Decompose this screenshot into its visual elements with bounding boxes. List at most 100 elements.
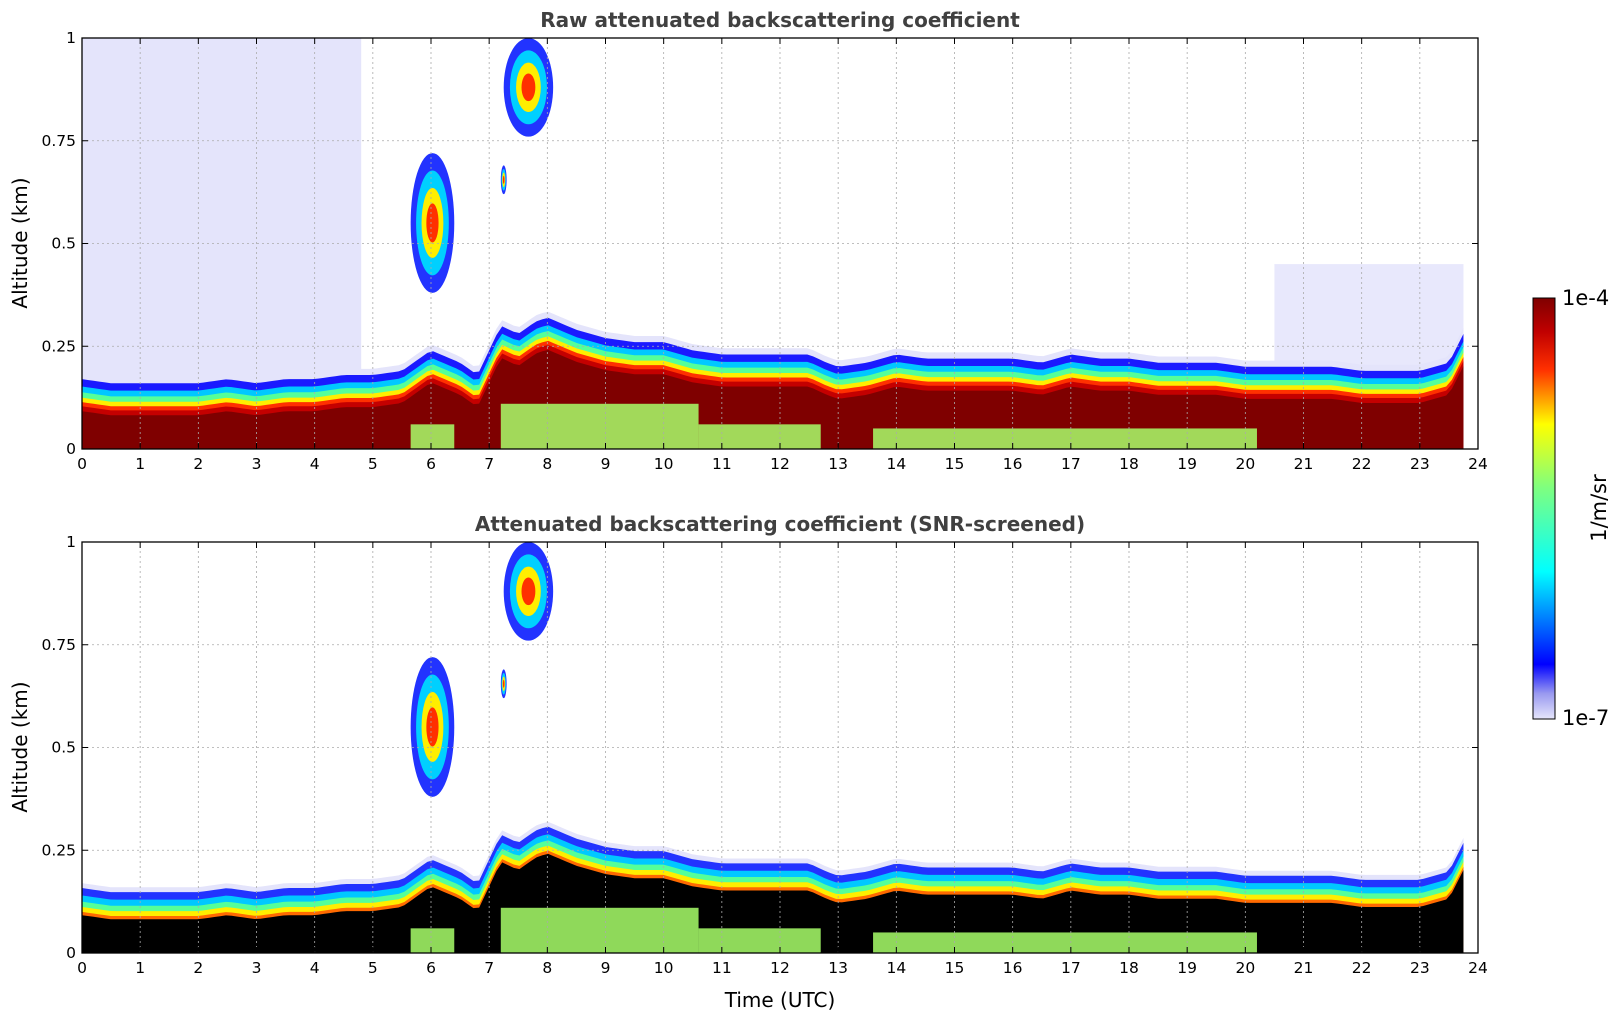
y-tick-label: 0.25	[41, 337, 76, 355]
x-tick-label: 20	[1235, 959, 1255, 977]
y-tick-label: 0.75	[41, 636, 76, 654]
x-tick-label: 3	[252, 959, 262, 977]
panel-raw-ticks: 0 1 2 3 4 5 6 7 8 9 10 11 12 13 14 15 16 17 18 19 20 21 22 23 24…	[41, 29, 1487, 473]
x-tick-label: 9	[601, 455, 611, 473]
cloud-feature-0-layer-3	[426, 203, 439, 243]
x-tick-label: 8	[542, 455, 552, 473]
panel-raw-heatmap	[82, 38, 1464, 449]
colorbar-max-label: 1e-4	[1562, 286, 1609, 310]
y-tick-label: 1	[66, 29, 76, 47]
y-tick-label: 0.5	[51, 235, 76, 253]
panel-screened-grid	[82, 542, 1478, 953]
panel-screened-y-label: Altitude (km)	[8, 681, 32, 812]
x-tick-label: 16	[1003, 959, 1023, 977]
cloud-feature-2	[503, 38, 554, 137]
x-tick-label: 18	[1119, 455, 1139, 473]
x-tick-label: 19	[1177, 959, 1197, 977]
x-tick-label: 12	[770, 455, 790, 473]
x-tick-label: 1	[135, 959, 145, 977]
y-tick-label: 1	[66, 533, 76, 551]
panel-raw: Raw attenuated backscattering coefficien…	[8, 8, 1488, 473]
colorbar: 1e-4 1e-7 1/m/sr	[1532, 286, 1611, 730]
surface-signal-1	[500, 907, 699, 953]
x-tick-label: 10	[654, 455, 674, 473]
x-tick-label: 6	[426, 455, 436, 473]
x-tick-label: 16	[1003, 455, 1023, 473]
x-tick-label: 24	[1468, 455, 1488, 473]
x-tick-label: 3	[252, 455, 262, 473]
x-tick-label: 13	[828, 959, 848, 977]
x-tick-label: 22	[1352, 455, 1372, 473]
cloud-feature-2-layer-3	[521, 577, 536, 606]
y-tick-label: 0.75	[41, 132, 76, 150]
panel-screened-heatmap	[82, 542, 1464, 953]
panel-raw-y-label: Altitude (km)	[8, 177, 32, 308]
surface-signal-1	[500, 403, 699, 449]
x-tick-label: 20	[1235, 455, 1255, 473]
panel-raw-title: Raw attenuated backscattering coefficien…	[540, 8, 1020, 32]
backscatter-band-6	[82, 853, 1464, 953]
colorbar-min-label: 1e-7	[1562, 706, 1609, 730]
x-tick-label: 6	[426, 959, 436, 977]
surface-signal-0	[410, 424, 455, 449]
x-tick-label: 12	[770, 959, 790, 977]
surface-signal-2	[698, 928, 821, 953]
surface-signal-3	[873, 428, 1257, 449]
x-tick-label: 10	[654, 959, 674, 977]
cloud-feature-2-layer-3	[521, 73, 536, 102]
cloud-feature-1	[500, 669, 507, 699]
x-tick-label: 23	[1410, 959, 1430, 977]
panel-screened-title: Attenuated backscattering coefficient (S…	[475, 512, 1085, 536]
x-tick-label: 4	[310, 455, 320, 473]
colorbar-unit-label: 1/m/sr	[1587, 474, 1611, 542]
x-tick-label: 15	[945, 455, 965, 473]
colorbar-gradient	[1532, 297, 1556, 720]
y-tick-label: 0	[66, 944, 76, 962]
surface-signal-3	[873, 932, 1257, 953]
cloud-feature-0	[410, 657, 455, 797]
x-tick-label: 13	[828, 455, 848, 473]
panel-screened: Attenuated backscattering coefficient (S…	[8, 512, 1488, 1012]
cloud-feature-0	[410, 153, 455, 293]
surface-signal-0	[410, 928, 455, 953]
x-tick-label: 21	[1294, 959, 1314, 977]
panel-raw-grid	[82, 38, 1478, 449]
x-tick-label: 11	[712, 455, 732, 473]
cloud-feature-2	[503, 542, 554, 641]
x-tick-label: 7	[484, 959, 494, 977]
x-tick-label: 11	[712, 959, 732, 977]
backscatter-band-7	[82, 349, 1464, 449]
y-tick-label: 0	[66, 440, 76, 458]
y-tick-label: 0.5	[51, 739, 76, 757]
x-tick-label: 9	[601, 959, 611, 977]
x-tick-label: 0	[77, 959, 87, 977]
x-tick-label: 21	[1294, 455, 1314, 473]
x-tick-label: 14	[886, 455, 906, 473]
x-tick-label: 18	[1119, 959, 1139, 977]
x-tick-label: 2	[193, 455, 203, 473]
x-tick-label: 15	[945, 959, 965, 977]
x-tick-label: 22	[1352, 959, 1372, 977]
x-tick-label: 14	[886, 959, 906, 977]
x-tick-label: 19	[1177, 455, 1197, 473]
x-tick-label: 17	[1061, 959, 1081, 977]
x-axis-label: Time (UTC)	[724, 988, 836, 1012]
cloud-feature-1	[500, 165, 507, 195]
cloud-feature-1-layer-3	[502, 175, 505, 184]
x-tick-label: 8	[542, 959, 552, 977]
x-tick-label: 4	[310, 959, 320, 977]
x-tick-label: 24	[1468, 959, 1488, 977]
x-tick-label: 1	[135, 455, 145, 473]
x-tick-label: 17	[1061, 455, 1081, 473]
cloud-feature-1-layer-3	[502, 679, 505, 688]
x-tick-label: 7	[484, 455, 494, 473]
x-tick-label: 23	[1410, 455, 1430, 473]
surface-signal-2	[698, 424, 821, 449]
x-tick-label: 5	[368, 455, 378, 473]
x-tick-label: 2	[193, 959, 203, 977]
panel-screened-ticks: 0 1 2 3 4 5 6 7 8 9 10 11 12 13 14 15 16 17 18 19 20 21 22 23 24…	[41, 533, 1487, 977]
cloud-feature-0-layer-3	[426, 707, 439, 747]
x-tick-label: 0	[77, 455, 87, 473]
y-tick-label: 0.25	[41, 841, 76, 859]
